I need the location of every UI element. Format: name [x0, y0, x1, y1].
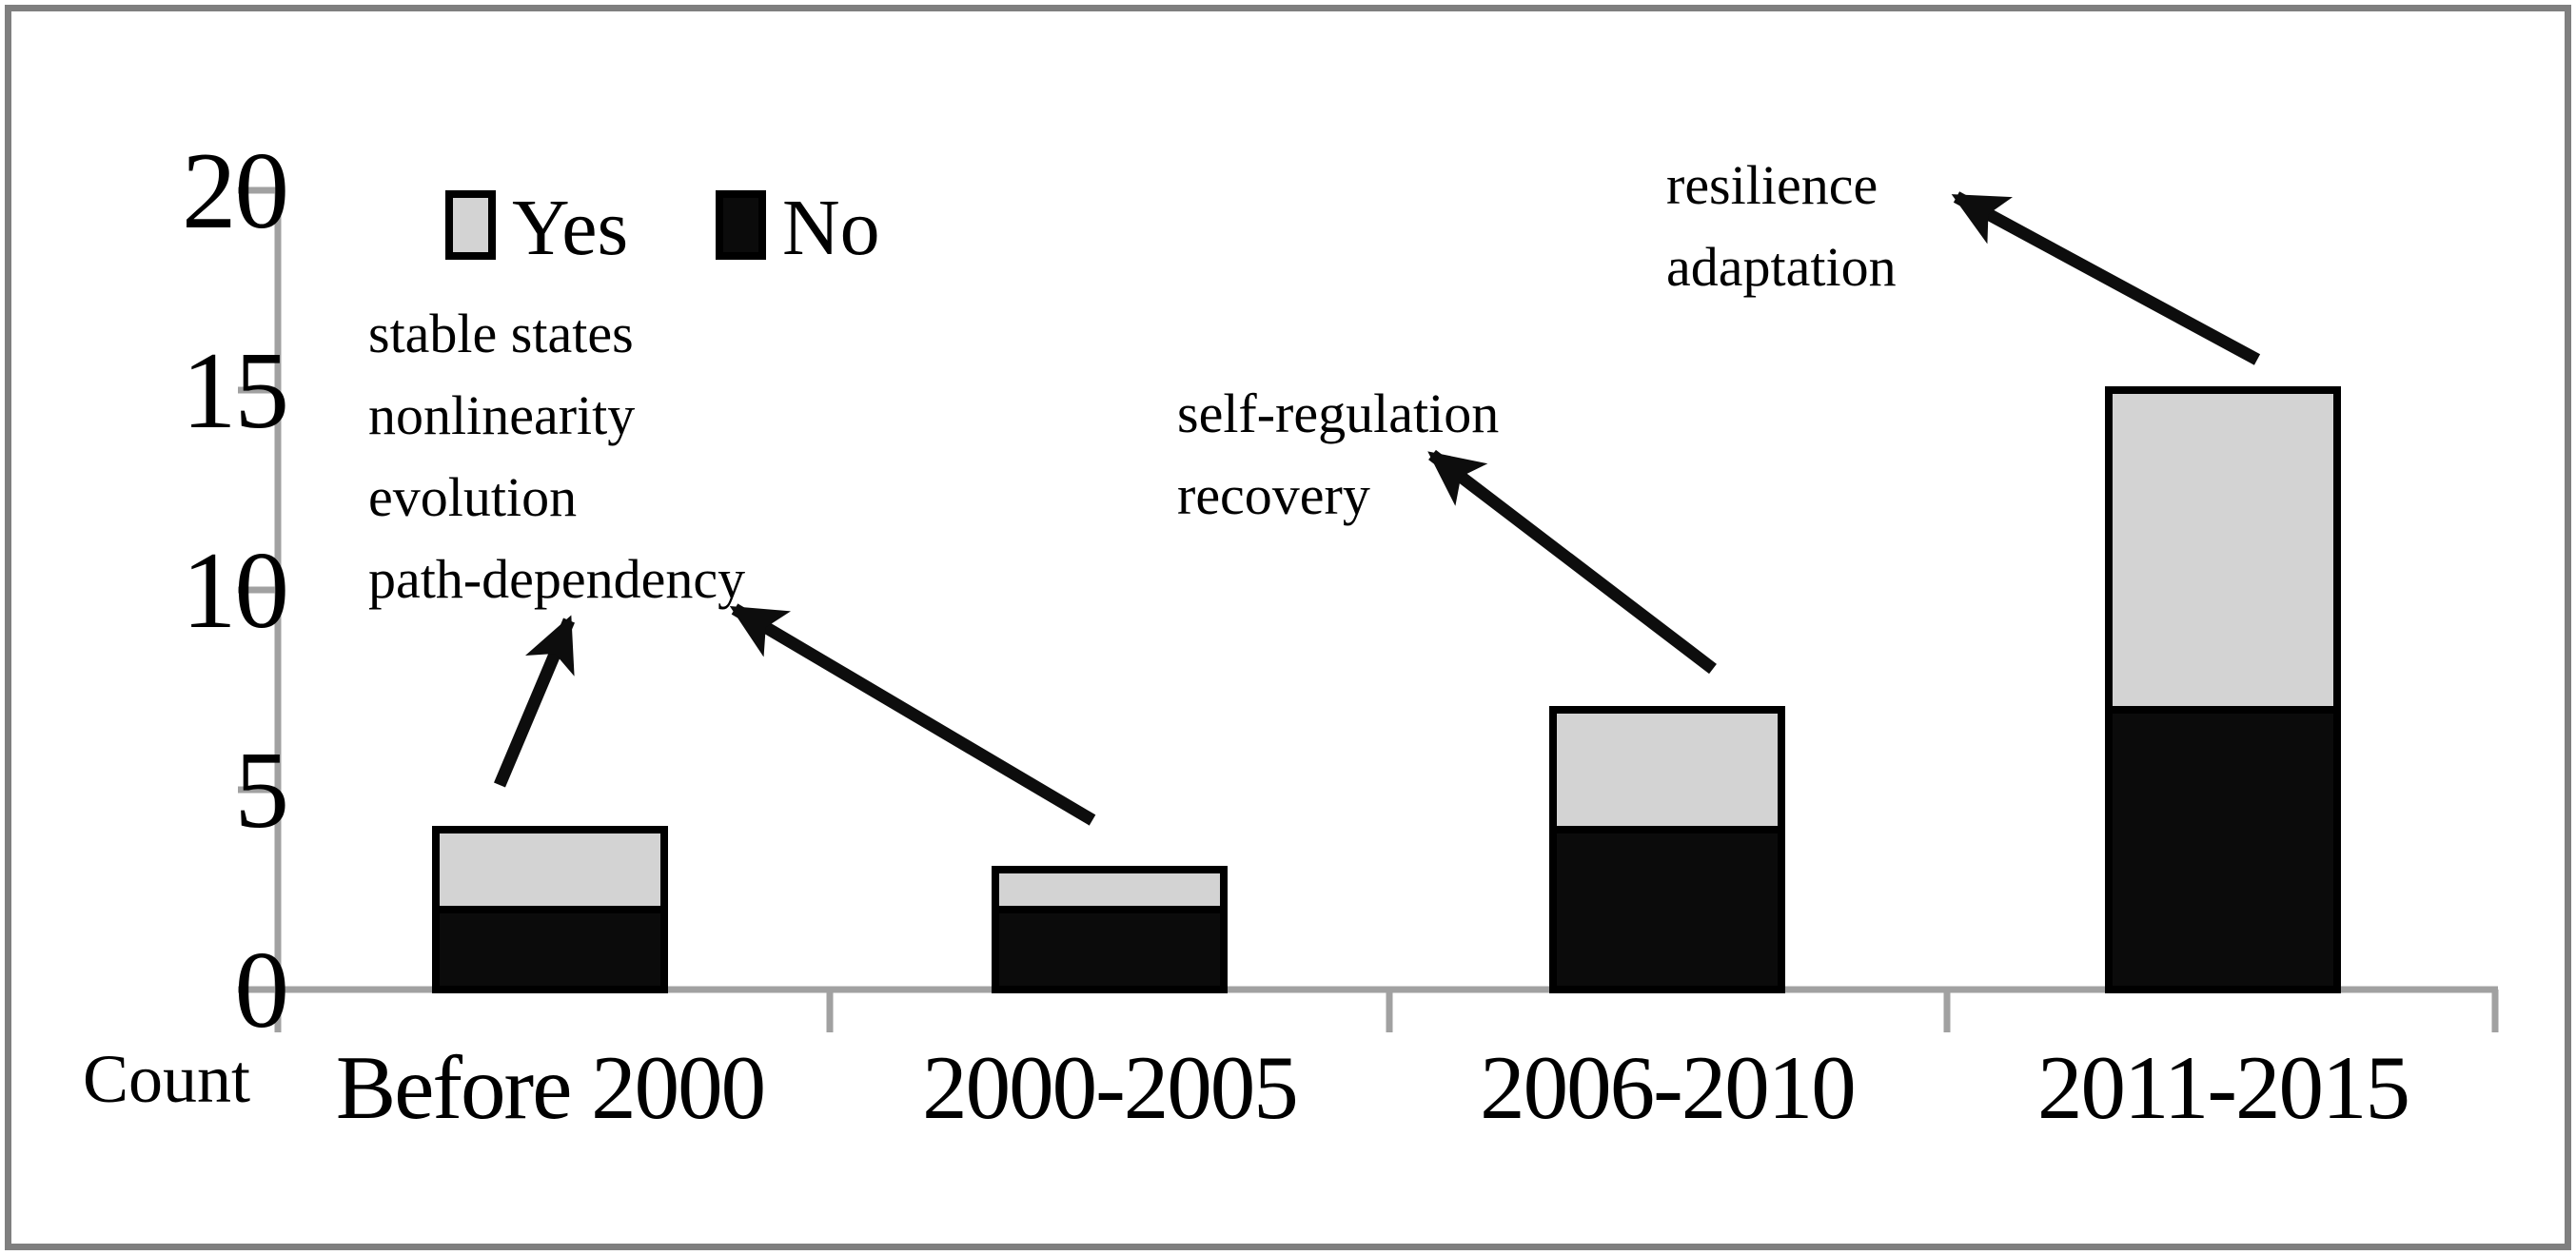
annotation-line: evolution: [368, 466, 578, 528]
annotation-arrow-2: [729, 603, 1096, 826]
x-category-label-2006-2010: 2006-2010: [1480, 1037, 1857, 1138]
bar-segment-no-2006-2010: [1549, 826, 1785, 993]
annotation-resilience: resilience adaptation: [1666, 145, 1897, 308]
x-category-label-before-2000: Before 2000: [335, 1037, 766, 1138]
legend-label-no: No: [782, 184, 880, 272]
annotation-line: path-dependency: [368, 548, 746, 610]
bar-segment-yes-2006-2010: [1549, 706, 1785, 833]
y-axis-title: Count: [82, 1041, 251, 1117]
legend-label-yes: Yes: [512, 184, 629, 272]
annotation-arrow-3: [1427, 449, 1717, 675]
annotation-self-regulation: self-regulation recovery: [1177, 373, 1499, 537]
bar-segment-no-Before 2000: [432, 906, 668, 993]
annotation-line: resilience: [1666, 154, 1878, 216]
annotation-early-concepts: stable states nonlinearity evolution pat…: [368, 293, 745, 620]
annotation-line: nonlinearity: [368, 384, 636, 446]
bar-segment-no-2011-2015: [2105, 706, 2341, 993]
annotation-arrow-1: [494, 615, 575, 788]
y-tick-label-5: 5: [234, 730, 290, 851]
annotation-line: stable states: [368, 303, 634, 364]
annotation-line: recovery: [1177, 464, 1370, 526]
y-tick-label-10: 10: [182, 530, 289, 651]
annotation-line: self-regulation: [1177, 382, 1500, 444]
bar-segment-yes-2011-2015: [2105, 386, 2341, 714]
bar-segment-yes-Before 2000: [432, 826, 668, 913]
annotation-arrow-4: [1951, 191, 2261, 365]
x-category-label-2000-2005: 2000-2005: [922, 1037, 1299, 1138]
x-category-label-2011-2015: 2011-2015: [2036, 1037, 2410, 1138]
y-tick-label-20: 20: [182, 130, 289, 251]
bar-segment-yes-2000-2005: [992, 866, 1228, 913]
legend-swatch-yes-icon: [445, 190, 496, 260]
y-tick-label-0: 0: [234, 930, 290, 1050]
y-tick-label-15: 15: [182, 330, 289, 451]
annotation-line: adaptation: [1666, 236, 1897, 298]
legend-swatch-no-icon: [716, 190, 766, 260]
bar-segment-no-2000-2005: [992, 906, 1228, 993]
